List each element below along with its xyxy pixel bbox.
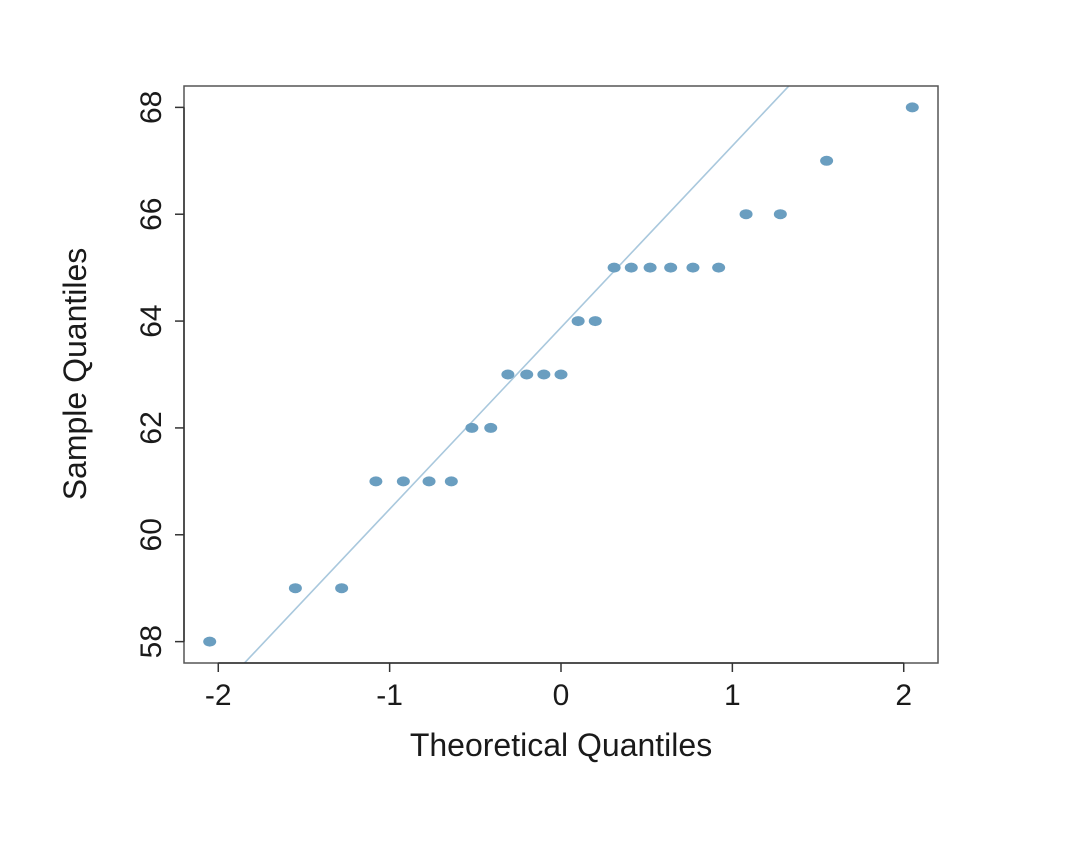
data-point <box>369 476 383 487</box>
data-point <box>484 422 498 433</box>
data-point <box>444 476 458 487</box>
y-tick-label: 58 <box>135 625 168 658</box>
data-point <box>288 583 302 594</box>
x-axis: -2 -1 0 1 2 <box>205 662 912 712</box>
data-points <box>203 102 919 647</box>
x-tick-label: 1 <box>724 679 741 712</box>
data-point <box>554 369 568 380</box>
data-point <box>773 209 787 220</box>
data-point <box>905 102 919 113</box>
y-axis: 58 60 62 64 66 68 <box>135 91 185 658</box>
x-tick-label: -1 <box>376 679 403 712</box>
data-point <box>820 155 834 166</box>
data-point <box>520 369 534 380</box>
data-point <box>203 636 217 647</box>
y-tick-label: 66 <box>135 198 168 231</box>
y-tick-label: 64 <box>135 304 168 337</box>
y-tick-label: 62 <box>135 411 168 444</box>
data-point <box>422 476 436 487</box>
data-point <box>739 209 753 220</box>
x-tick-label: 0 <box>553 679 570 712</box>
data-point <box>588 316 602 327</box>
x-tick-label: -2 <box>205 679 232 712</box>
data-point <box>396 476 410 487</box>
y-tick-label: 60 <box>135 518 168 551</box>
data-point <box>501 369 515 380</box>
data-point <box>686 262 700 273</box>
reference-line <box>243 86 790 663</box>
data-point <box>571 316 585 327</box>
x-tick-label: 2 <box>895 679 912 712</box>
reference-line-group <box>243 86 790 663</box>
data-point <box>335 583 349 594</box>
x-axis-title: Theoretical Quantiles <box>410 727 712 763</box>
data-point <box>643 262 657 273</box>
data-point <box>712 262 726 273</box>
data-point <box>607 262 621 273</box>
data-point <box>465 422 479 433</box>
data-point <box>624 262 638 273</box>
y-tick-label: 68 <box>135 91 168 124</box>
data-point <box>664 262 678 273</box>
y-axis-title: Sample Quantiles <box>57 248 93 501</box>
data-point <box>537 369 551 380</box>
